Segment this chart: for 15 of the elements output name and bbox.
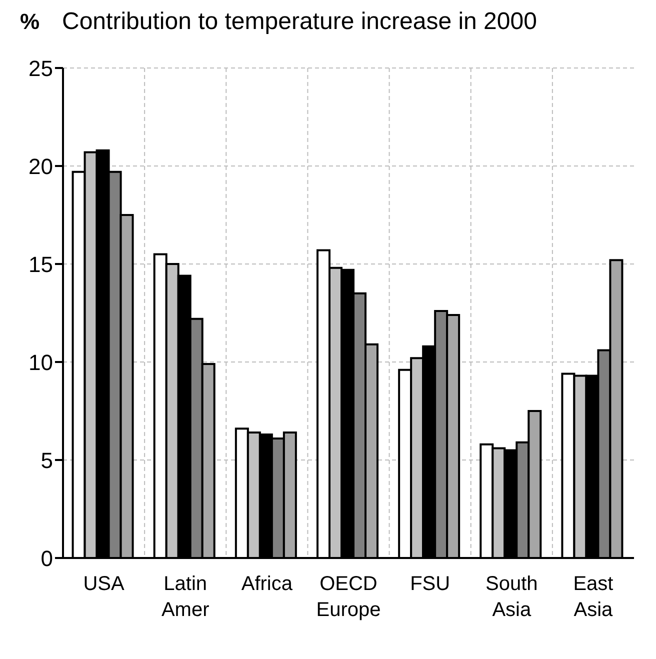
y-tick-label: 20 <box>28 154 53 179</box>
y-tick-label: 15 <box>28 252 53 277</box>
y-axis-title: % <box>20 9 41 35</box>
y-tick-label: 5 <box>40 448 53 473</box>
y-tick-label: 10 <box>28 350 53 375</box>
x-tick-label: Africa <box>241 573 294 595</box>
y-tick-label: 25 <box>28 56 53 81</box>
y-tick-label: 0 <box>40 546 53 571</box>
x-tick-label: South Asia <box>486 573 538 621</box>
x-tick-label: East Asia <box>573 573 614 621</box>
chart-title: Contribution to temperature increase in 2000 <box>62 8 537 36</box>
x-tick-label: Latin Amer <box>161 573 210 621</box>
x-tick-label: FSU <box>410 573 450 595</box>
x-tick-label: USA <box>83 573 126 595</box>
x-tick-label: OECD Europe <box>316 573 381 621</box>
